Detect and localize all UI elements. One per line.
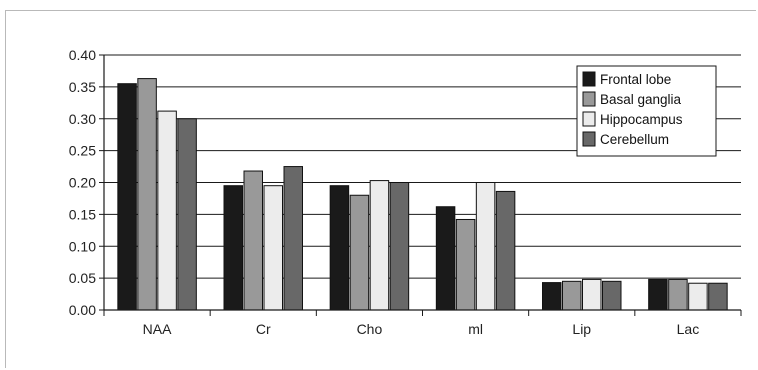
y-tick-labels: 0.00 0.05 0.10 0.15 0.20 0.25 0.30 0.35 0.40 bbox=[69, 47, 96, 318]
bar-basal-ganglia-lip bbox=[562, 280, 582, 311]
y-tick-label: 0.00 bbox=[69, 302, 96, 318]
legend-label: Cerebellum bbox=[600, 132, 669, 147]
bar-cerebellum-lac bbox=[708, 282, 728, 311]
y-tick-label: 0.15 bbox=[69, 206, 96, 222]
bar-hippocampus-cho bbox=[369, 180, 390, 311]
bar-basal-ganglia-ml bbox=[455, 218, 476, 311]
bar-frontal-lobe-cho bbox=[329, 185, 350, 311]
bar-cerebellum-cr bbox=[283, 166, 303, 311]
bar-cerebellum-naa bbox=[177, 118, 197, 311]
bar-frontal-lobe-cr bbox=[223, 185, 243, 311]
y-tick-label: 0.05 bbox=[69, 270, 96, 286]
bar-frontal-lobe-naa bbox=[117, 83, 137, 311]
y-tick-label: 0.35 bbox=[69, 79, 96, 95]
x-tick-label: Lip bbox=[572, 321, 591, 337]
x-tick-labels: NAA Cr Cho ml Lip Lac bbox=[143, 321, 700, 337]
bar-hippocampus-lac bbox=[688, 282, 708, 311]
bar-basal-ganglia-cr bbox=[243, 170, 263, 311]
y-tick-label: 0.40 bbox=[69, 47, 96, 63]
bar-frontal-lobe-ml bbox=[435, 206, 456, 311]
bar-hippocampus-naa bbox=[157, 110, 177, 311]
y-tick-label: 0.30 bbox=[69, 111, 96, 127]
legend-box bbox=[576, 65, 717, 157]
bar-hippocampus-lip bbox=[582, 278, 602, 311]
x-tick-label: Cho bbox=[357, 321, 383, 337]
bars bbox=[117, 78, 728, 311]
bar-cerebellum-lip bbox=[602, 280, 622, 311]
bar-basal-ganglia-lac bbox=[668, 278, 688, 311]
bar-hippocampus-ml bbox=[475, 182, 496, 311]
bar-cerebellum-ml bbox=[495, 190, 516, 311]
x-tick-label: Lac bbox=[677, 321, 700, 337]
legend-swatch bbox=[582, 71, 596, 87]
bar-cerebellum-cho bbox=[389, 182, 410, 311]
legend-label: Hippocampus bbox=[600, 112, 683, 127]
bar-frontal-lobe-lac bbox=[648, 278, 668, 311]
x-tick-label: Cr bbox=[256, 321, 271, 337]
bar-frontal-lobe-lip bbox=[542, 282, 562, 311]
legend-swatch bbox=[582, 91, 596, 107]
axes bbox=[99, 54, 742, 316]
y-tick-label: 0.10 bbox=[69, 238, 96, 254]
x-tick-label: ml bbox=[468, 321, 483, 337]
bar-hippocampus-cr bbox=[263, 185, 283, 311]
legend-label: Frontal lobe bbox=[600, 72, 671, 87]
legend-swatch bbox=[582, 111, 596, 127]
legend-swatch bbox=[582, 131, 596, 147]
chart-frame bbox=[5, 10, 756, 368]
x-tick-label: NAA bbox=[143, 321, 172, 337]
y-tick-label: 0.25 bbox=[69, 143, 96, 159]
legend-label: Basal ganglia bbox=[600, 92, 682, 107]
bar-basal-ganglia-cho bbox=[349, 194, 370, 311]
y-tick-label: 0.20 bbox=[69, 175, 96, 191]
bar-basal-ganglia-naa bbox=[137, 78, 157, 311]
legend: Frontal lobe Basal ganglia Hippocampus Cere… bbox=[576, 65, 717, 157]
